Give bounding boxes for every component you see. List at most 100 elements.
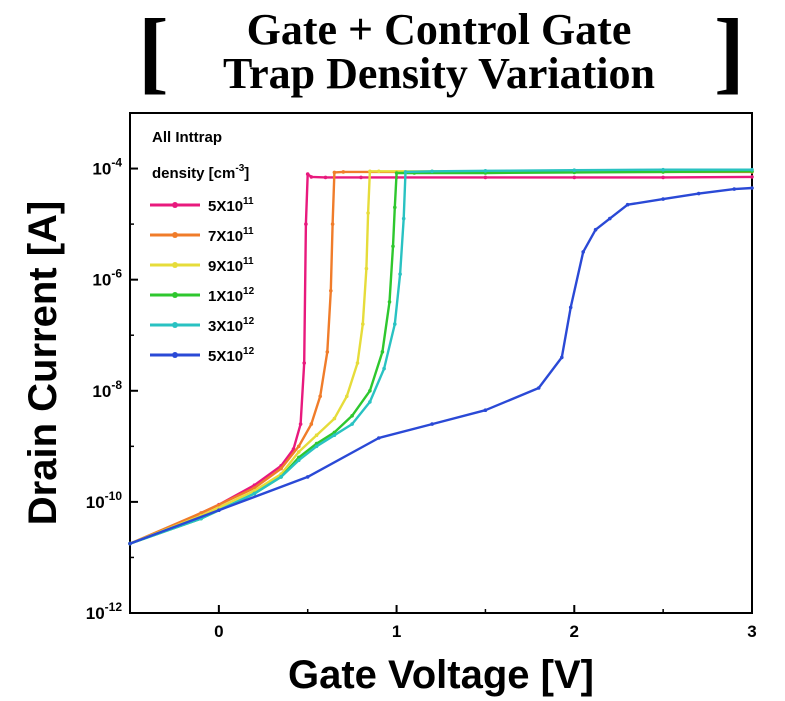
series-point xyxy=(330,222,335,226)
series-point xyxy=(305,172,310,176)
series-point xyxy=(297,444,301,449)
series-point xyxy=(345,394,349,399)
legend-marker xyxy=(172,202,178,208)
x-tick-label: 2 xyxy=(570,622,579,641)
series-point xyxy=(350,414,354,418)
series-point xyxy=(483,408,488,413)
series-point xyxy=(398,272,402,276)
series-point xyxy=(393,322,397,326)
series-point xyxy=(332,433,337,438)
series-point xyxy=(608,216,612,221)
series-point xyxy=(377,436,381,440)
series-point xyxy=(332,170,337,175)
series-point xyxy=(364,266,369,271)
series-point xyxy=(625,202,630,207)
series-point xyxy=(661,167,665,172)
series-point xyxy=(305,475,310,479)
series-point xyxy=(368,400,372,404)
series-point xyxy=(332,416,337,421)
x-axis-title: Gate Voltage [V] xyxy=(288,653,594,697)
chart-title-line1: Gate + Control Gate xyxy=(247,5,632,54)
legend-title-line2: density [cm-3] xyxy=(152,163,249,182)
series-point xyxy=(366,211,370,215)
axis-ticks: 0 1 2 3 10-12 10-10 10-8 10-6 10-4 xyxy=(86,156,757,641)
legend-label-6: 5X1012 xyxy=(208,346,255,365)
series-lines xyxy=(128,167,754,546)
series-point xyxy=(368,389,372,393)
series-point xyxy=(314,444,319,449)
series-point xyxy=(323,175,328,180)
series-point xyxy=(314,433,319,438)
legend-marker xyxy=(172,232,178,238)
series-point xyxy=(252,491,257,496)
series-point xyxy=(661,175,665,180)
series-point xyxy=(279,466,283,471)
series-point xyxy=(298,422,303,426)
x-tick-label: 0 xyxy=(214,622,223,641)
series-point xyxy=(732,187,736,191)
legend-label-1: 5X1011 xyxy=(208,196,254,215)
y-tick-label: 10-4 xyxy=(92,156,122,179)
series-point xyxy=(560,355,564,360)
title-bracket-right: ] xyxy=(714,0,745,102)
legend-marker xyxy=(172,352,178,358)
series-point xyxy=(361,322,365,326)
legend-marker xyxy=(172,292,178,298)
series-point xyxy=(536,386,541,390)
series-point xyxy=(329,289,333,293)
legend: All Inttrap density [cm-3] 5X1011 7X1011 9… xyxy=(150,129,255,365)
y-axis-title: Drain Current [A] xyxy=(21,201,65,525)
series-point xyxy=(199,511,203,515)
legend-label-4: 1X1012 xyxy=(208,286,255,305)
series-point xyxy=(401,216,406,221)
series-point xyxy=(279,475,283,479)
series-point xyxy=(661,197,665,201)
series-point xyxy=(217,508,221,512)
x-tick-label: 1 xyxy=(392,622,401,641)
series-point xyxy=(309,422,314,426)
series-point xyxy=(297,450,301,454)
series-point xyxy=(382,366,386,371)
series-point xyxy=(325,350,330,354)
legend-label-5: 3X1012 xyxy=(208,316,255,335)
series-point xyxy=(696,191,701,196)
series-point xyxy=(318,394,323,399)
series-point xyxy=(750,167,754,172)
series-point xyxy=(430,169,434,174)
y-tick-label: 10-8 xyxy=(92,378,122,401)
y-tick-label: 10-6 xyxy=(92,267,122,290)
series-point xyxy=(483,175,488,180)
series-point xyxy=(350,422,354,426)
series-point xyxy=(568,305,573,310)
series-point xyxy=(394,171,399,175)
series-point xyxy=(355,361,360,365)
legend-marker xyxy=(172,322,178,328)
series-point xyxy=(359,175,363,180)
y-tick-label: 10-10 xyxy=(86,489,123,512)
series-point xyxy=(393,205,397,210)
series-point xyxy=(387,300,392,304)
series-point xyxy=(403,170,408,174)
x-tick-label: 3 xyxy=(747,622,756,641)
series-point xyxy=(341,170,346,174)
plot-area xyxy=(129,112,753,614)
series-point xyxy=(377,169,381,174)
series-point xyxy=(572,175,577,180)
title-bracket-left: [ xyxy=(138,0,169,102)
series-point xyxy=(309,175,314,179)
series-point xyxy=(368,169,372,174)
series-point xyxy=(593,227,598,232)
series-point xyxy=(750,175,754,179)
series-point xyxy=(483,169,488,173)
series-point xyxy=(380,350,385,354)
legend-label-3: 9X1011 xyxy=(208,256,254,275)
series-point xyxy=(572,168,577,172)
legend-label-2: 7X1011 xyxy=(208,226,254,245)
chart-title-line2: Trap Density Variation xyxy=(223,49,655,98)
series-point xyxy=(302,361,307,365)
y-tick-label: 10-12 xyxy=(86,600,123,623)
series-point xyxy=(430,422,434,426)
legend-marker xyxy=(172,262,178,268)
series-point xyxy=(750,186,754,190)
